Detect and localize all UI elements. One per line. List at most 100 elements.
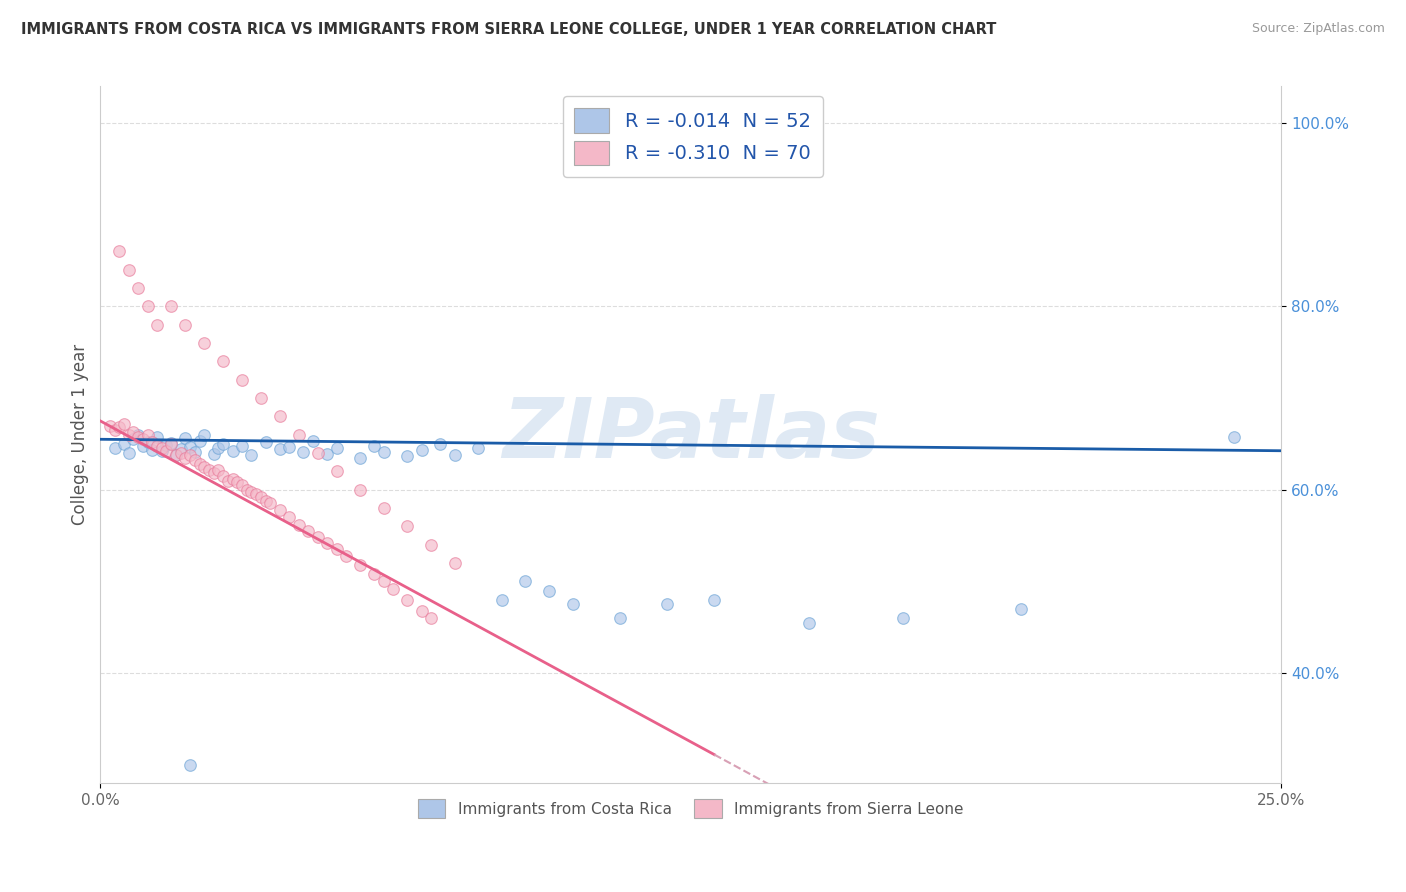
Point (240, 448, 263, 462)
Point (363, 567, 385, 582)
Point (297, 524, 319, 538)
Point (231, 373, 253, 387)
Point (136, 435, 159, 450)
Point (127, 281, 149, 295)
Point (155, 438, 177, 452)
Point (112, 417, 135, 431)
Point (174, 318, 197, 332)
Point (287, 517, 309, 532)
Text: Source: ZipAtlas.com: Source: ZipAtlas.com (1251, 22, 1385, 36)
Point (174, 450, 197, 465)
Point (269, 409, 291, 424)
Point (132, 439, 155, 453)
Point (240, 484, 263, 499)
Point (411, 604, 433, 618)
Point (491, 592, 513, 607)
Point (429, 437, 451, 451)
Point (349, 450, 371, 465)
Point (146, 318, 169, 332)
Point (141, 435, 163, 450)
Point (150, 444, 173, 458)
Point (212, 469, 235, 483)
Point (443, 556, 465, 570)
Point (103, 442, 125, 456)
Point (160, 437, 183, 451)
Point (537, 583, 560, 598)
Point (146, 430, 169, 444)
Point (150, 442, 173, 456)
Point (184, 445, 207, 459)
Point (373, 501, 395, 516)
Point (103, 423, 125, 437)
Point (179, 448, 201, 462)
Point (160, 299, 183, 313)
Point (212, 437, 235, 451)
Point (382, 582, 405, 596)
Point (396, 592, 419, 607)
Point (287, 427, 309, 442)
Y-axis label: College, Under 1 year: College, Under 1 year (72, 344, 89, 525)
Point (184, 453, 207, 467)
Point (325, 442, 347, 456)
Point (174, 431, 197, 445)
Point (797, 615, 820, 630)
Point (292, 445, 315, 459)
Point (373, 574, 395, 589)
Point (250, 490, 273, 504)
Point (420, 611, 443, 625)
Point (254, 493, 277, 508)
Point (396, 449, 419, 463)
Point (245, 487, 267, 501)
Point (141, 443, 163, 458)
Point (420, 538, 443, 552)
Point (325, 464, 347, 478)
Legend: Immigrants from Costa Rica, Immigrants from Sierra Leone: Immigrants from Costa Rica, Immigrants f… (412, 793, 970, 824)
Point (212, 354, 235, 368)
Point (316, 536, 339, 550)
Point (202, 466, 225, 480)
Point (278, 440, 301, 454)
Point (136, 427, 159, 442)
Point (165, 448, 187, 462)
Point (467, 442, 489, 456)
Point (146, 439, 169, 453)
Point (193, 336, 215, 351)
Point (122, 432, 145, 446)
Point (207, 442, 229, 456)
Point (278, 510, 301, 524)
Point (302, 434, 325, 449)
Point (231, 478, 253, 492)
Point (515, 574, 537, 589)
Point (259, 496, 281, 510)
Text: IMMIGRANTS FROM COSTA RICA VS IMMIGRANTS FROM SIERRA LEONE COLLEGE, UNDER 1 YEAR: IMMIGRANTS FROM COSTA RICA VS IMMIGRANTS… (21, 22, 997, 37)
Point (349, 483, 371, 497)
Point (118, 446, 141, 460)
Point (396, 519, 419, 533)
Point (169, 442, 191, 457)
Point (703, 592, 725, 607)
Point (193, 427, 215, 442)
Point (108, 244, 131, 259)
Point (155, 444, 177, 458)
Point (254, 435, 277, 450)
Point (561, 597, 583, 611)
Point (169, 446, 191, 460)
Point (98, 418, 121, 433)
Point (207, 462, 229, 476)
Point (443, 448, 465, 462)
Point (269, 503, 291, 517)
Point (188, 457, 211, 471)
Point (188, 434, 211, 449)
Point (127, 429, 149, 443)
Point (226, 475, 249, 490)
Point (132, 432, 155, 446)
Point (236, 483, 259, 497)
Point (307, 446, 329, 460)
Point (160, 436, 183, 450)
Point (179, 440, 201, 454)
Point (316, 447, 339, 461)
Point (217, 474, 239, 488)
Point (179, 757, 201, 772)
Point (325, 542, 347, 557)
Point (221, 472, 243, 486)
